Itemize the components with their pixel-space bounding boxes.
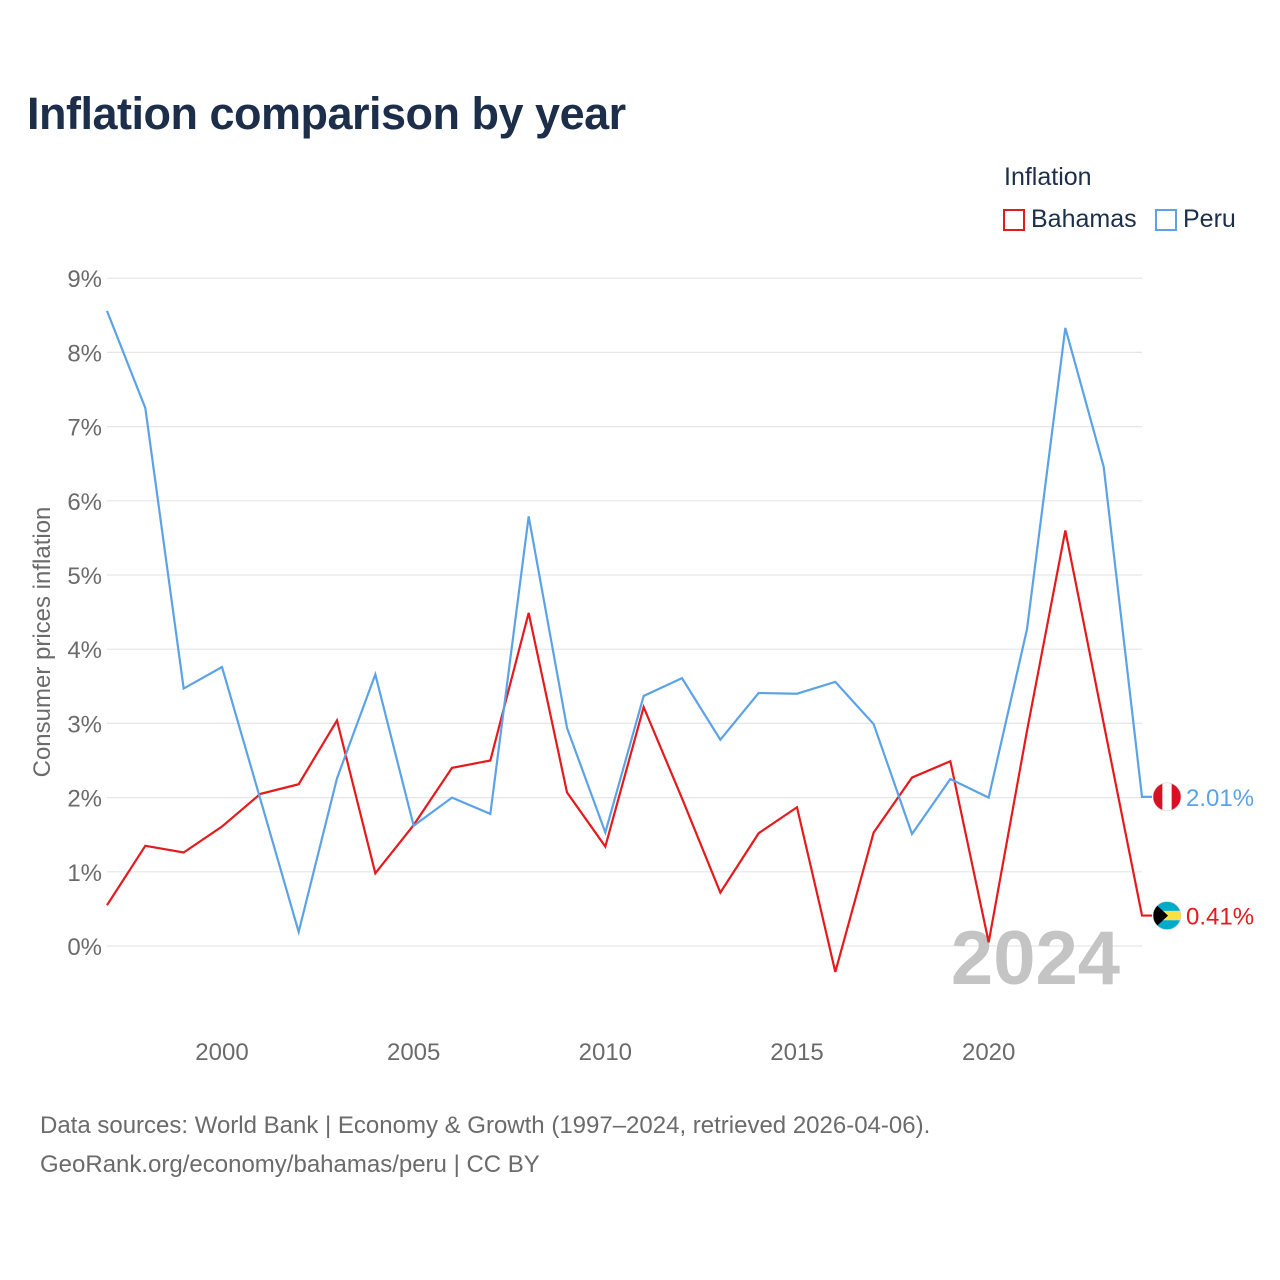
data-sources-note: Data sources: World Bank | Economy & Gro… — [40, 1112, 931, 1139]
legend-item-bahamas[interactable]: Bahamas — [1003, 205, 1137, 234]
y-tick-label: 5% — [67, 563, 102, 590]
y-tick-label: 7% — [67, 415, 102, 442]
end-labels: 0.41% 2.01% — [1152, 782, 1254, 931]
legend-item-peru[interactable]: Peru — [1155, 205, 1236, 234]
grid-layer — [107, 277, 1142, 947]
y-tick-label: 4% — [67, 637, 102, 664]
x-tick-label: 2000 — [195, 1039, 248, 1066]
chart-title: Inflation comparison by year — [27, 88, 626, 139]
y-tick-label: 8% — [67, 340, 102, 367]
footer: Data sources: World Bank | Economy & Gro… — [40, 1106, 930, 1184]
end-value-label-peru: 2.01% — [1186, 785, 1254, 812]
x-tick-label: 2010 — [579, 1039, 632, 1066]
legend-label-bahamas: Bahamas — [1031, 205, 1137, 233]
legend-label-peru: Peru — [1183, 205, 1236, 233]
x-tick-label: 2015 — [770, 1039, 823, 1066]
peru-flag-icon-outline — [1152, 782, 1182, 812]
end-value-label-bahamas: 0.41% — [1186, 904, 1254, 931]
y-tick-label: 9% — [67, 266, 102, 293]
y-tick-label: 0% — [67, 934, 102, 961]
legend-title: Inflation — [1004, 163, 1092, 191]
bahamas-flag-icon — [1153, 901, 1181, 930]
y-tick-label: 6% — [67, 489, 102, 516]
series-line-bahamas — [106, 530, 1152, 973]
y-tick-label: 1% — [67, 860, 102, 887]
series-line-peru — [105, 310, 1152, 937]
line-chart: 0% 1% 2% 3% 4% 5% 6% 7% 8% 9% 2000 2005 2010 2015 202… — [29, 266, 1254, 1066]
y-tick-labels: 0% 1% 2% 3% 4% 5% 6% 7% 8% 9% — [67, 266, 102, 961]
year-watermark: 2024 — [951, 916, 1120, 1001]
x-tick-label: 2020 — [962, 1039, 1015, 1066]
x-tick-label: 2005 — [387, 1039, 440, 1066]
x-tick-labels: 2000 2005 2010 2015 2020 — [195, 1039, 1015, 1066]
legend-swatch-bahamas — [1003, 208, 1025, 231]
peru-flag-icon — [1153, 782, 1181, 811]
credit-link[interactable]: GeoRank.org/economy/bahamas/peru | CC BY — [40, 1151, 540, 1178]
y-tick-label: 3% — [67, 711, 102, 738]
bahamas-flag-icon-outline — [1152, 901, 1182, 930]
y-axis-label: Consumer prices inflation — [29, 507, 56, 778]
y-tick-label: 2% — [67, 786, 102, 813]
series-layer — [105, 310, 1152, 973]
legend-swatch-peru — [1155, 208, 1177, 231]
